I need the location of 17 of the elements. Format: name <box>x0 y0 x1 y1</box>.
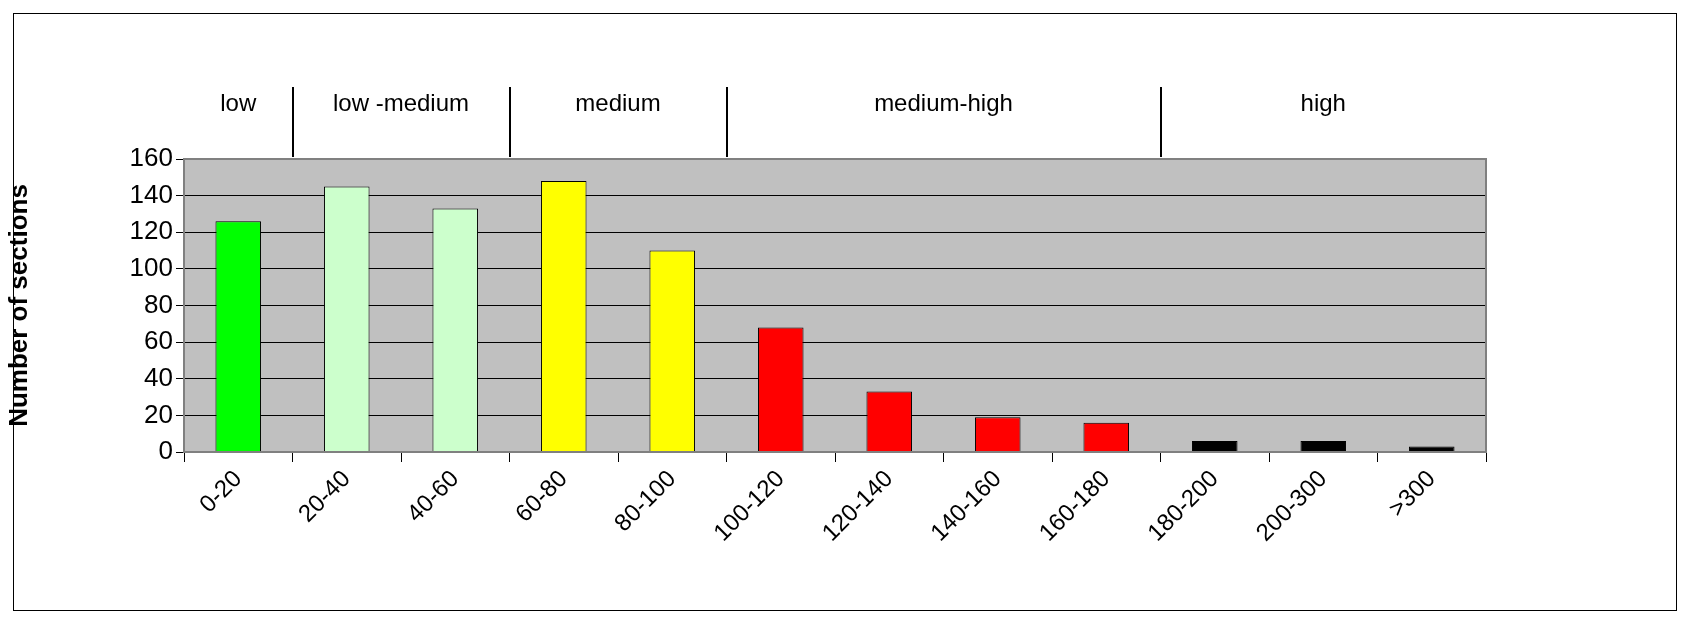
text: medium <box>574 89 662 117</box>
y-tick-label: 100 <box>129 252 173 283</box>
bar <box>1191 441 1238 452</box>
text: low -medium <box>332 89 470 117</box>
text: low <box>219 89 258 117</box>
y-tick-label: 20 <box>144 398 173 429</box>
bar <box>1300 441 1347 452</box>
text: high <box>1299 89 1347 117</box>
y-tick-label: 40 <box>144 361 173 392</box>
y-tick-label: 120 <box>129 215 173 246</box>
y-tick-label: 160 <box>129 142 173 173</box>
y-tick-label: 0 <box>158 435 173 466</box>
y-tick-label: 80 <box>144 288 173 319</box>
text: medium-high <box>873 89 1014 117</box>
y-tick-label: 140 <box>129 178 173 209</box>
y-tick-label: 60 <box>144 325 173 356</box>
x-tick-label: 0-20 <box>193 464 247 518</box>
